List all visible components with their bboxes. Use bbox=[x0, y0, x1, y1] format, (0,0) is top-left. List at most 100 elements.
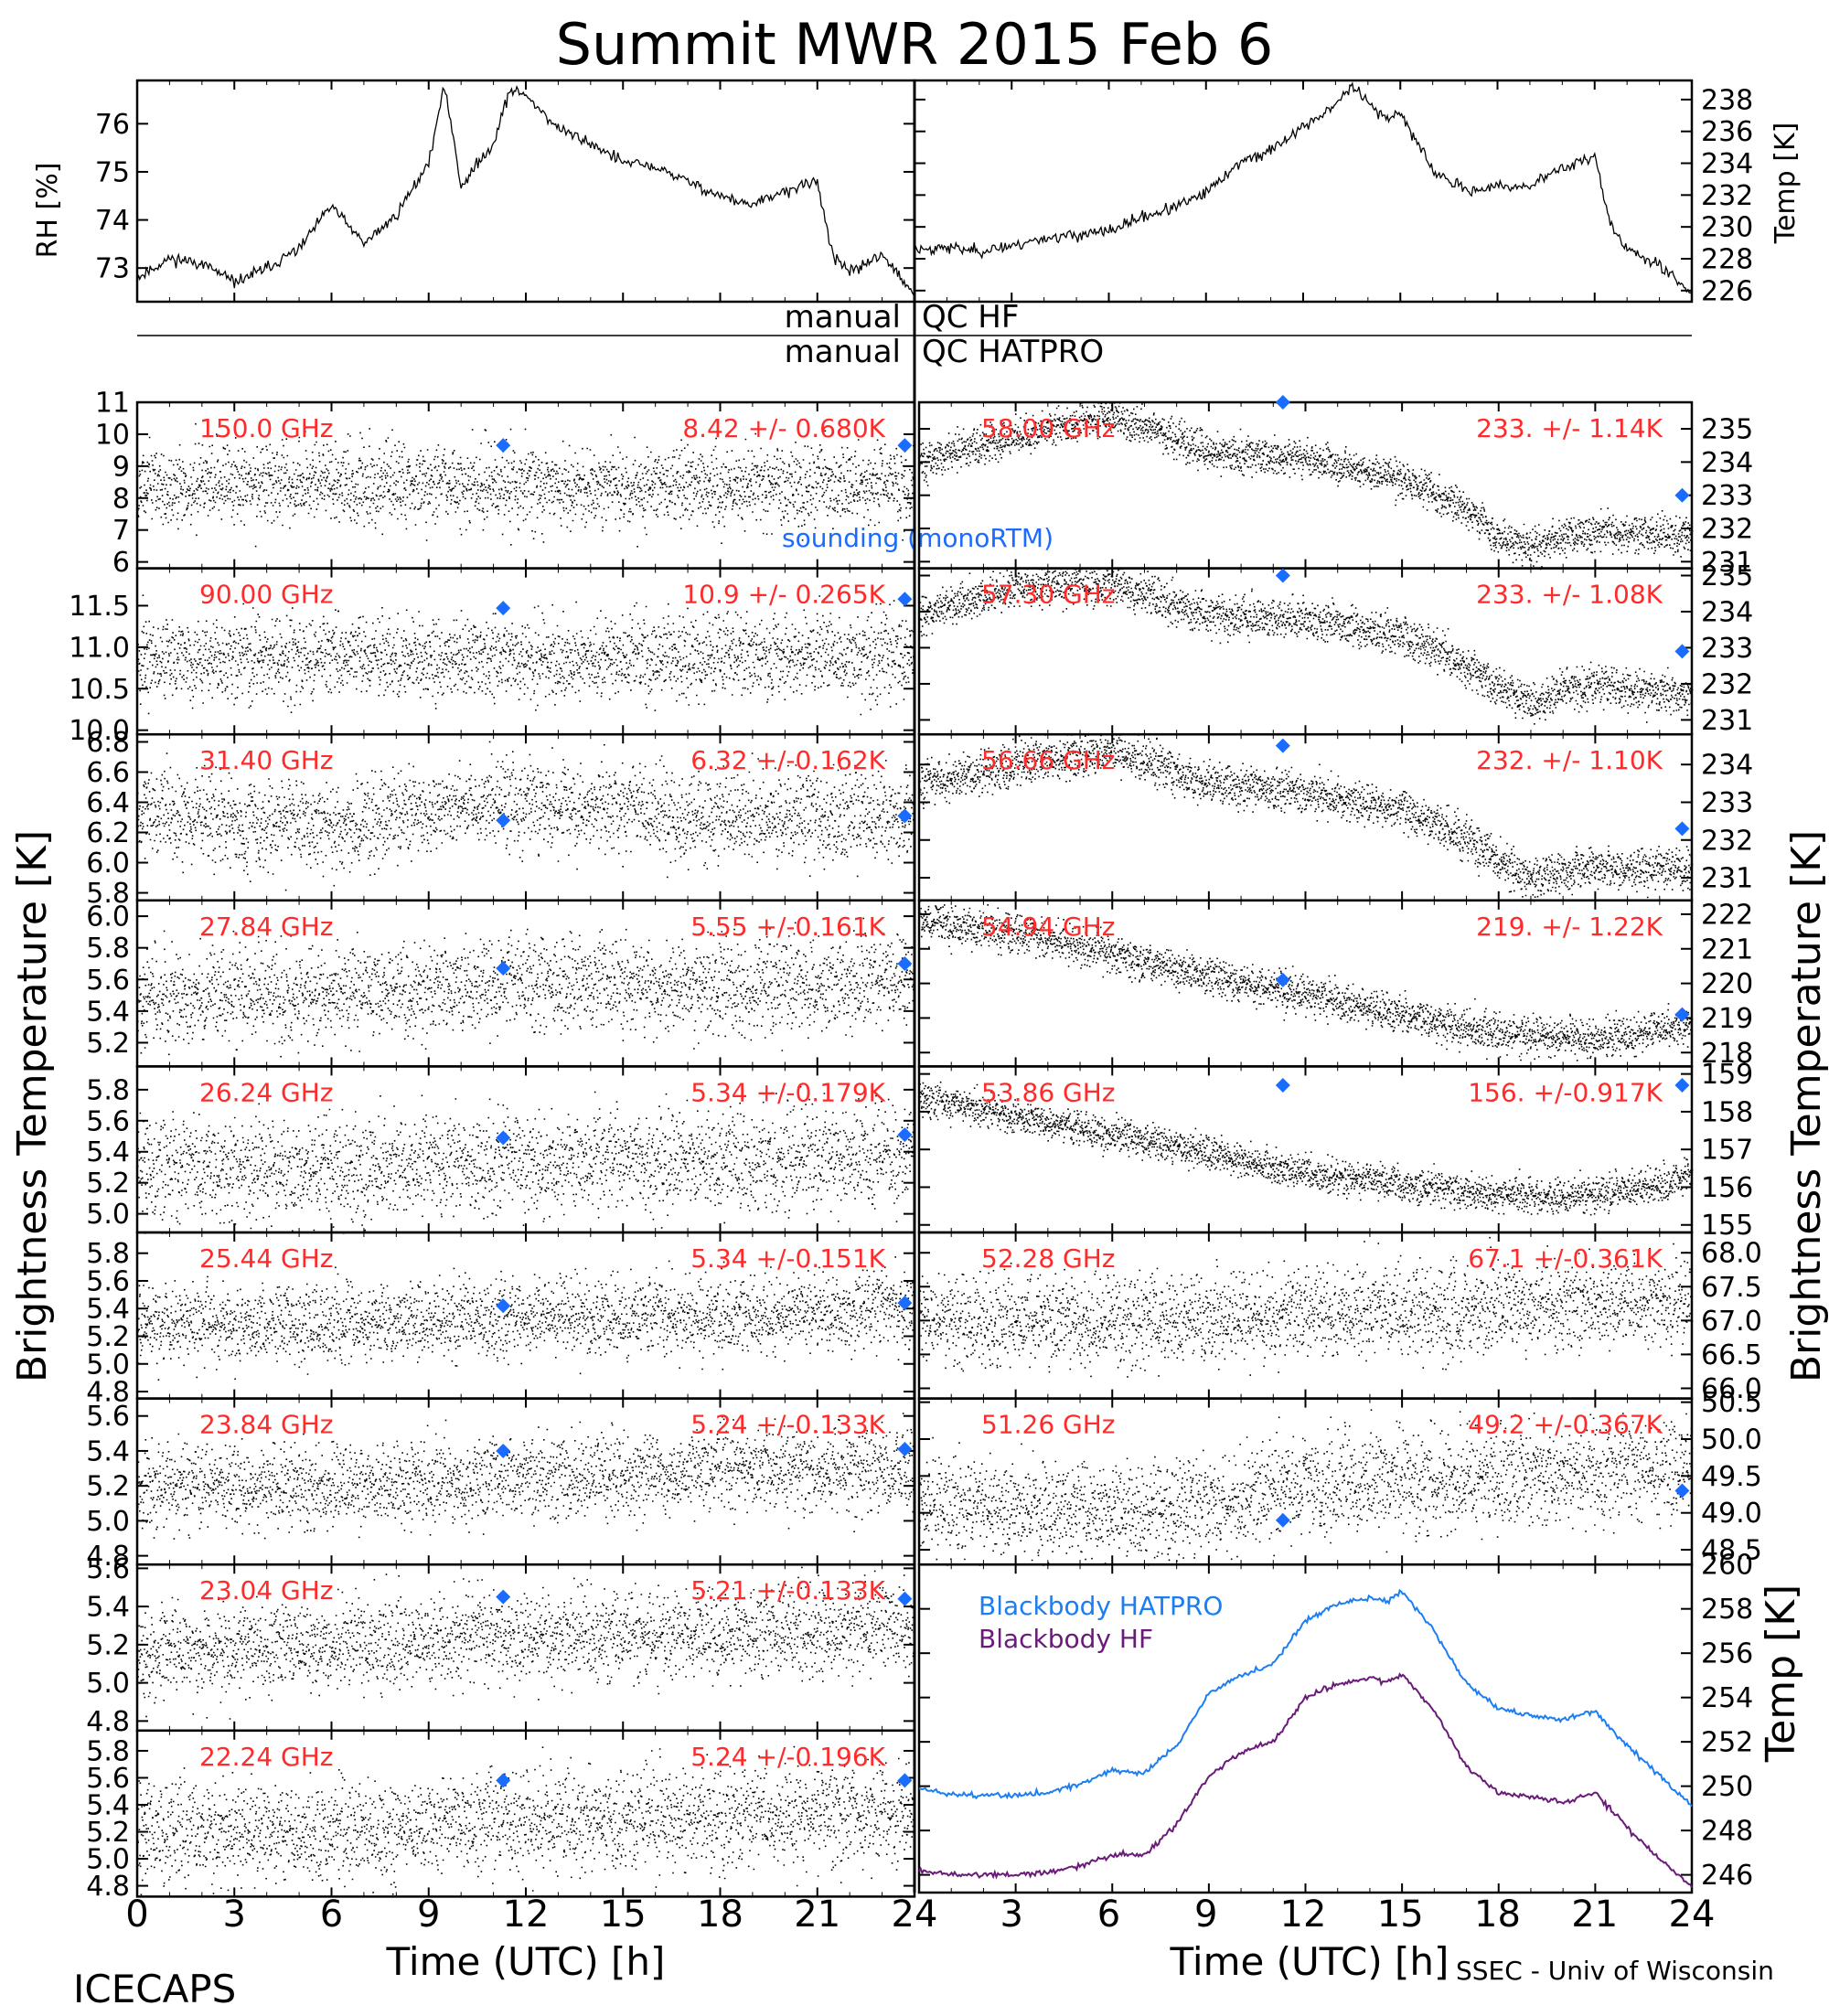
tb-150-scatter-points bbox=[137, 422, 916, 548]
x-tick-label-left: 12 bbox=[503, 1893, 550, 1936]
tb-58-ytick-label: 231 bbox=[1701, 547, 1753, 579]
tb-51-panel: 48.5 49.0 49.5 50.0 50.5 51.26 GHz 49.2 +/-0.3… bbox=[917, 1387, 1762, 1567]
tb-27-ytick-label: 5.2 bbox=[86, 1028, 130, 1060]
tb-150-ytick-label: 9 bbox=[112, 451, 130, 483]
tb-53-ytick-label: 156 bbox=[1701, 1172, 1753, 1204]
rh-ytick-label: 75 bbox=[95, 156, 130, 188]
x-tick-label-right: 15 bbox=[1377, 1893, 1424, 1936]
tb-26-sounding-diamond bbox=[897, 1127, 913, 1143]
tb-26-ytick-label: 5.4 bbox=[86, 1136, 130, 1168]
tb-23-0-panel: 4.8 5.0 5.2 5.4 5.6 23.04 GHz 5.21 +/-0.133K bbox=[86, 1553, 916, 1738]
tb-22-stats-label: 5.24 +/-0.196K bbox=[690, 1742, 885, 1772]
blackbody-ytick-label: 256 bbox=[1701, 1638, 1753, 1670]
tb-25-stats-label: 5.34 +/-0.151K bbox=[690, 1243, 885, 1274]
tb-57-sounding-diamond bbox=[1674, 644, 1690, 659]
tb-31-sounding-diamond bbox=[496, 813, 511, 828]
tb-150-sounding-diamond bbox=[496, 438, 511, 453]
tb-25-ytick-label: 5.8 bbox=[86, 1238, 130, 1270]
tb-25-scatter-points bbox=[137, 1256, 916, 1381]
tb-25-sounding-diamond bbox=[496, 1298, 511, 1314]
temp-top-ytick-label: 226 bbox=[1701, 275, 1753, 307]
tb-25-ytick-label: 5.6 bbox=[86, 1265, 130, 1297]
footer-ssec: SSEC - Univ of Wisconsin bbox=[1456, 1956, 1774, 1986]
tb-52-ytick-label: 67.5 bbox=[1701, 1272, 1762, 1304]
tb-27-ytick-label: 5.4 bbox=[86, 996, 130, 1028]
tb-26-freq-label: 26.24 GHz bbox=[199, 1077, 334, 1107]
tb-90-stats-label: 10.9 +/- 0.265K bbox=[682, 580, 885, 610]
tb-53-panel: 155 156 157 158 159 53.86 GHz 156. +/-0.917K bbox=[917, 1059, 1753, 1242]
tb-56-sounding-diamond bbox=[1674, 821, 1690, 837]
x-tick-label-left: 15 bbox=[600, 1893, 647, 1936]
tb-22-freq-label: 22.24 GHz bbox=[199, 1742, 334, 1772]
x-tick-label-right: 18 bbox=[1474, 1893, 1521, 1936]
tb-150-stats-label: 8.42 +/- 0.680K bbox=[682, 413, 885, 443]
x-tick-label-left: 3 bbox=[223, 1893, 246, 1936]
tb-51-freq-label: 51.26 GHz bbox=[981, 1410, 1116, 1440]
tb-26-panel: 5.05.25.45.65.8 26.24 GHz 5.34 +/-0.179K bbox=[86, 1065, 916, 1234]
tb-25-ytick-label: 5.0 bbox=[86, 1349, 130, 1381]
tb-31-scatter-points bbox=[137, 741, 916, 891]
x-axis-title-right: Time (UTC) [h] bbox=[1170, 1939, 1449, 1984]
qc-hf-label: QC HF bbox=[922, 299, 1019, 336]
tb-26-ytick-label: 5.2 bbox=[86, 1168, 130, 1200]
tb-31-ytick-label: 6.6 bbox=[86, 757, 130, 789]
tb-23-8-ytick-label: 5.4 bbox=[86, 1435, 130, 1467]
tb-57-ytick-label: 233 bbox=[1701, 633, 1753, 665]
tb-56-panel: 231 232 233 234 56.66 GHz 232. +/- 1.10K bbox=[917, 732, 1753, 902]
tb-23-8-sounding-diamond bbox=[897, 1442, 913, 1457]
tb-52-panel: 66.066.567.067.568.0 52.28 GHz 67.1 +/-0.3… bbox=[917, 1231, 1762, 1405]
tb-25-ytick-label: 4.8 bbox=[86, 1377, 130, 1409]
tb-26-ytick-label: 5.0 bbox=[86, 1199, 130, 1231]
tb-58-ytick-label: 233 bbox=[1701, 480, 1753, 512]
tb-57-stats-label: 233. +/- 1.08K bbox=[1476, 580, 1663, 610]
temp-top-ytick-label: 236 bbox=[1701, 116, 1753, 148]
rh-ytick-label: 74 bbox=[95, 205, 130, 237]
qc-manual-label-1: manual bbox=[785, 299, 901, 336]
tb-58-sounding-diamond bbox=[1275, 395, 1290, 410]
tb-26-ytick-label: 5.8 bbox=[86, 1074, 130, 1106]
qc-manual-label-2: manual bbox=[785, 334, 901, 370]
tb-90-panel: 10.0 10.5 11.0 11.5 90.00 GHz 10.9 +/- 0.265K bbox=[69, 567, 916, 747]
tb-25-ytick-label: 5.2 bbox=[86, 1321, 130, 1353]
tb-22-ytick-label: 5.6 bbox=[86, 1763, 130, 1795]
rh-axis-title: RH [%] bbox=[32, 163, 64, 259]
tb-31-ytick-label: 6.2 bbox=[86, 817, 130, 849]
tb-27-stats-label: 5.55 +/-0.161K bbox=[690, 912, 885, 942]
tb-54-ytick-label: 218 bbox=[1701, 1038, 1753, 1070]
tb-57-sounding-diamond bbox=[1275, 568, 1290, 583]
tb-26-ytick-label: 5.6 bbox=[86, 1105, 130, 1137]
tb-54-ytick-label: 220 bbox=[1701, 968, 1753, 1000]
blackbody-series-line-0 bbox=[918, 1588, 1693, 1808]
tb-23-0-stats-label: 5.21 +/-0.133K bbox=[690, 1575, 885, 1605]
tb-22-sounding-diamond bbox=[897, 1773, 913, 1788]
tb-90-freq-label: 90.00 GHz bbox=[199, 580, 334, 610]
tb-51-ytick-label: 49.0 bbox=[1701, 1498, 1762, 1530]
tb-58-ytick-label: 232 bbox=[1701, 514, 1753, 546]
tb-150-ytick-label: 8 bbox=[112, 483, 130, 515]
tb-31-stats-label: 6.32 +/-0.162K bbox=[690, 745, 885, 775]
x-tick-label-right: 3 bbox=[1000, 1893, 1023, 1936]
x-tick-label-left: 6 bbox=[320, 1893, 343, 1936]
tb-left-axis-title: Brightness Temperature [K] bbox=[9, 830, 56, 1382]
tb-150-sounding-diamond bbox=[897, 438, 913, 453]
blackbody-ytick-label: 250 bbox=[1701, 1771, 1753, 1803]
tb-58-freq-label: 58.00 GHz bbox=[981, 413, 1116, 443]
tb-52-scatter-points bbox=[919, 1236, 1694, 1378]
tb-52-freq-label: 52.28 GHz bbox=[981, 1243, 1116, 1274]
blackbody-panel: 246 248 250 252 254 256 258 260 Blackbody HATPRO… bbox=[917, 1550, 1753, 1894]
tb-26-stats-label: 5.34 +/-0.179K bbox=[690, 1077, 885, 1107]
tb-23-8-freq-label: 23.84 GHz bbox=[199, 1410, 334, 1440]
tb-27-ytick-label: 5.6 bbox=[86, 965, 130, 997]
tb-27-sounding-diamond bbox=[496, 961, 511, 976]
tb-23-0-ytick-label: 5.2 bbox=[86, 1629, 130, 1661]
tb-26-scatter-points bbox=[137, 1085, 916, 1234]
tb-90-ytick-label: 11.5 bbox=[69, 591, 130, 623]
tb-22-ytick-label: 4.8 bbox=[86, 1871, 130, 1903]
plot-layer: 7374757622622823023223423623867891011150… bbox=[69, 79, 1762, 1936]
tb-23-8-panel: 4.85.05.2 5.45.6 23.84 GHz 5.24 +/-0.133K bbox=[86, 1397, 916, 1573]
tb-23-0-ytick-label: 4.8 bbox=[86, 1706, 130, 1738]
temp-top-axis-title: Temp [K] bbox=[1770, 123, 1802, 245]
tb-57-ytick-label: 231 bbox=[1701, 705, 1753, 737]
tb-90-ytick-label: 10.0 bbox=[69, 715, 130, 747]
